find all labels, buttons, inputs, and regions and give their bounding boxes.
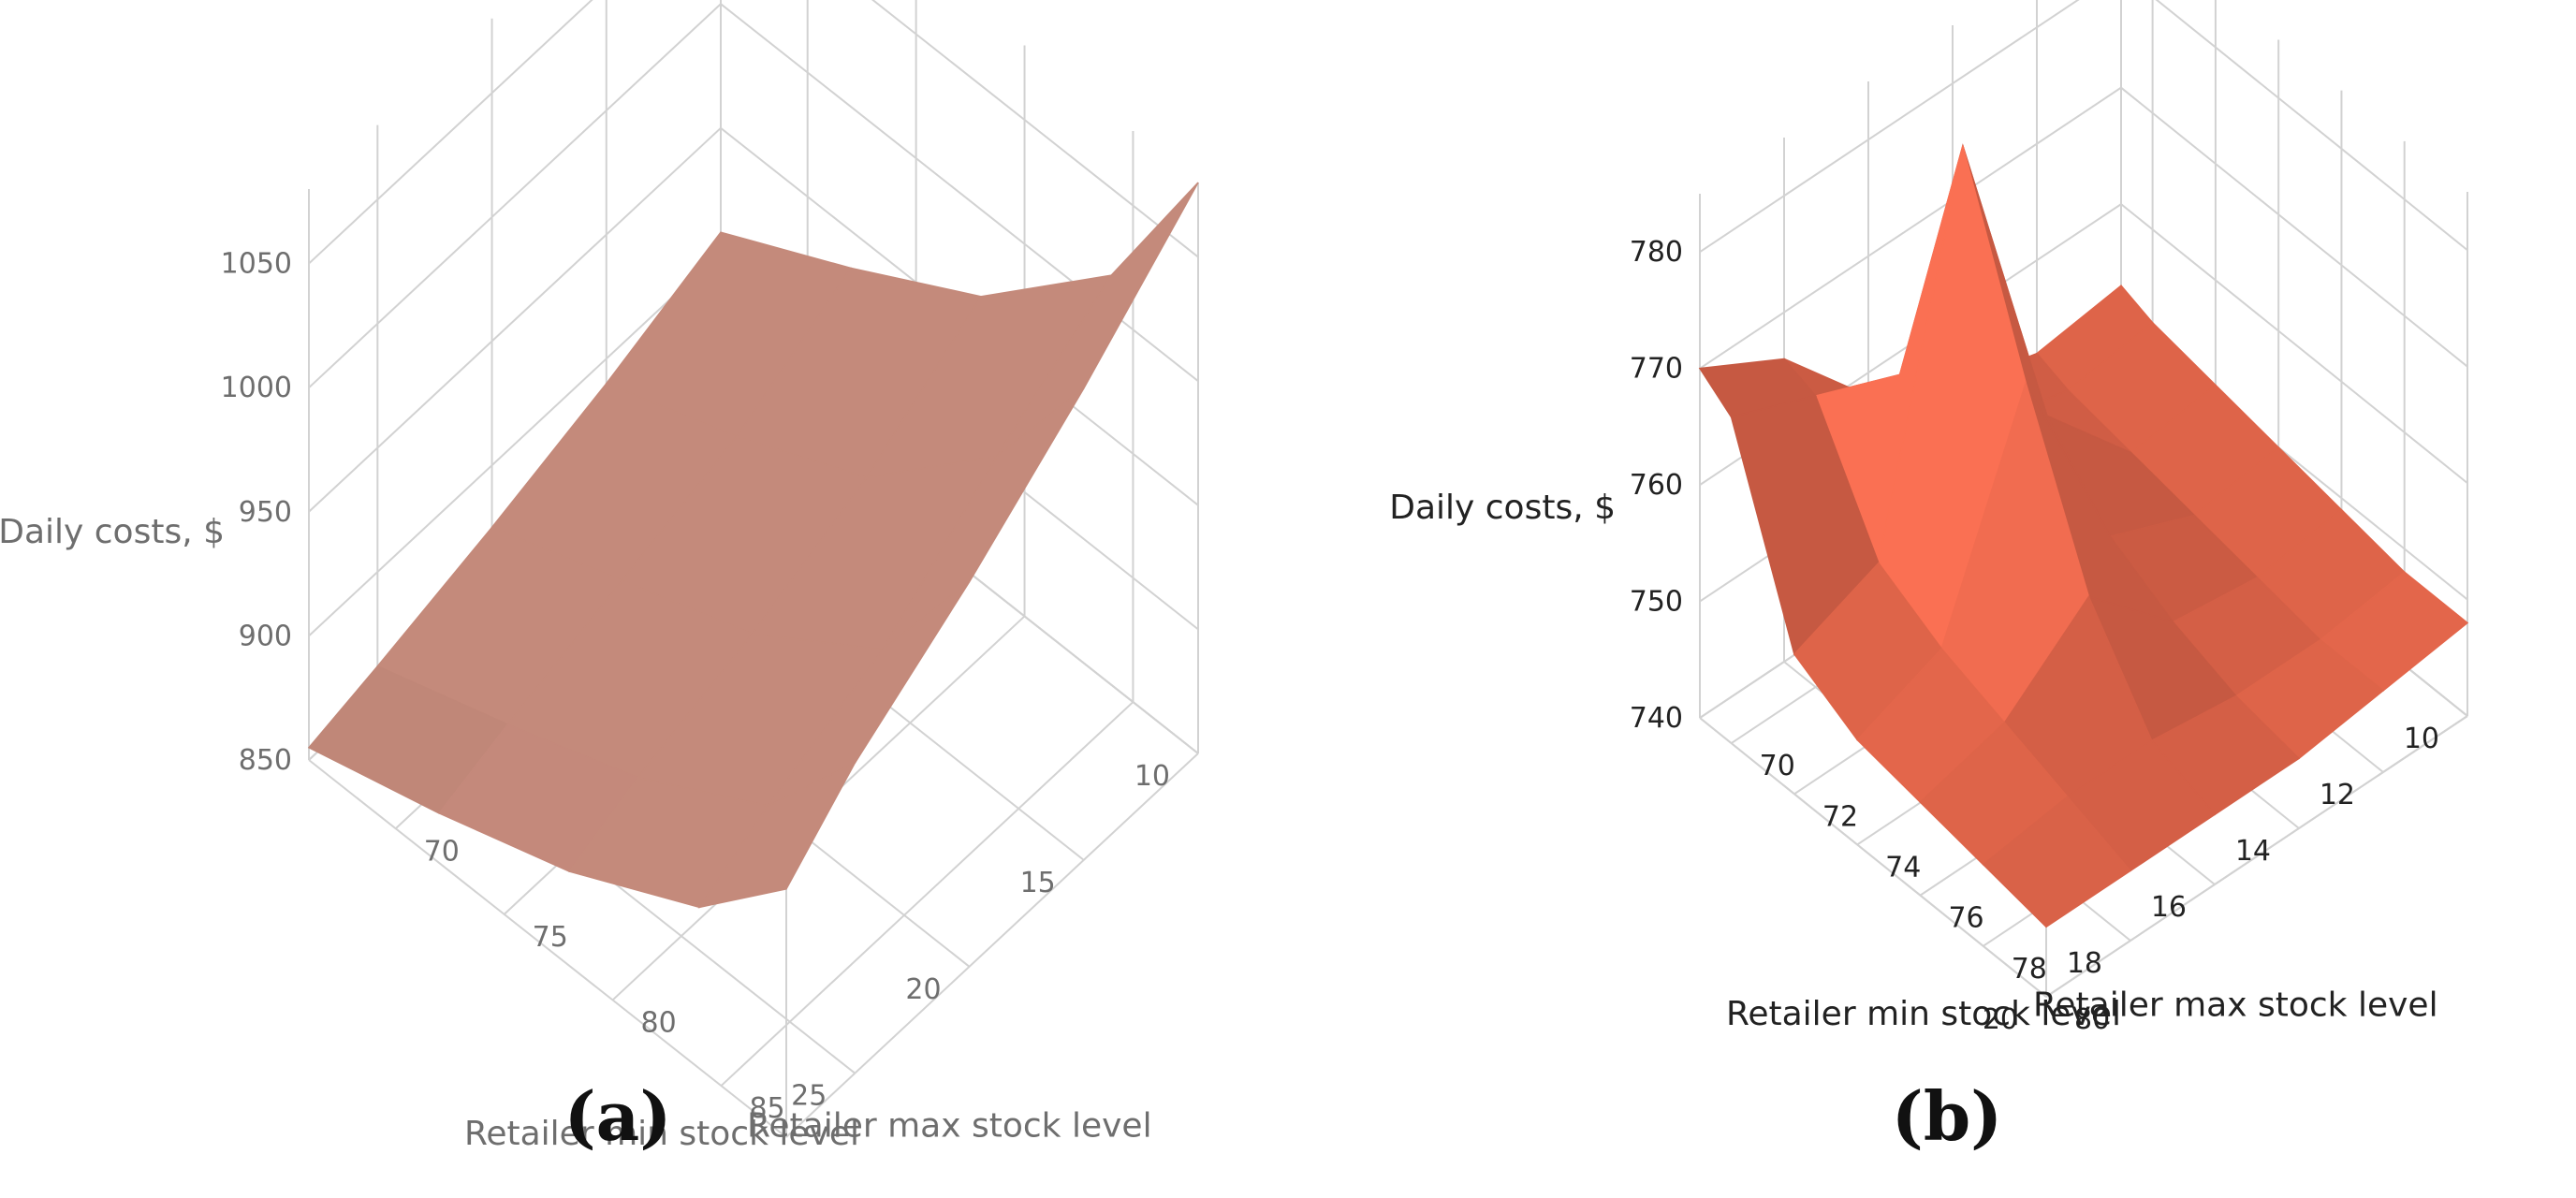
surface-plot-b: 740750760770780101214161820707274767880D… <box>1389 0 2469 1036</box>
z-tick-label: 950 <box>239 496 292 529</box>
x-tick-label: 20 <box>905 973 941 1006</box>
z-tick-label: 760 <box>1630 469 1683 502</box>
y-tick-label: 85 <box>749 1092 784 1125</box>
x-axis-title: Retailer min stock level <box>464 1115 859 1153</box>
tick-labels-b: 740 750 760 770 780 10 12 14 16 18 20 70 72 74 76 78 80 <box>1630 236 2439 1036</box>
x-tick-label: 10 <box>2404 723 2439 755</box>
x-tick-label: 12 <box>2320 779 2355 811</box>
x-axis-title: Retailer min stock level <box>1726 995 2121 1033</box>
caption-b: (b) <box>1891 1076 2003 1156</box>
axis-titles-b: Daily costs, $ Retailer min stock levelRe… <box>1389 489 2437 1033</box>
y-floor-gridline <box>720 701 1134 1087</box>
x-tick-label: 25 <box>791 1080 827 1113</box>
z-tick-label: 770 <box>1630 353 1683 386</box>
y-tick-label: 78 <box>2012 953 2047 986</box>
box-edge <box>1699 717 2047 998</box>
surface-patch <box>1982 796 2132 928</box>
y-tick-label: 74 <box>1885 851 1921 884</box>
x-tick-label: 20 <box>1983 1003 2018 1036</box>
z-axis-title: Daily costs, $ <box>0 513 225 551</box>
axis-titles-a: Daily costs, $ Retailer min stock levelRe… <box>0 513 1152 1153</box>
z-tick-label: 850 <box>239 744 292 777</box>
x-tick-label: 14 <box>2235 835 2271 868</box>
y-tick-label: 76 <box>1948 902 1983 935</box>
tick-labels-a: 850 900 950 1000 1050 10 15 20 25 70 75 80 85 <box>221 248 1170 1125</box>
y-tick-label: 75 <box>533 921 568 954</box>
x-tick-label: 16 <box>2151 891 2187 924</box>
y-tick-label: 80 <box>641 1006 677 1039</box>
surface-patch <box>697 761 857 909</box>
surface-a <box>307 182 1199 909</box>
y-axis-title: Retailer max stock level <box>2033 986 2438 1024</box>
z-tick-label: 740 <box>1630 702 1683 735</box>
z-tick-label: 750 <box>1630 586 1683 619</box>
x-tick-label: 10 <box>1134 760 1170 793</box>
y-tick-label: 72 <box>1822 800 1858 833</box>
z-gridline <box>1699 0 2468 254</box>
y-tick-label: 70 <box>1760 750 1795 782</box>
y-tick-label: 80 <box>2074 1003 2110 1036</box>
y-tick-label: 70 <box>424 835 460 868</box>
caption-a: (a) <box>564 1076 672 1156</box>
box-edge <box>308 759 787 1138</box>
x-tick-label: 15 <box>1020 867 1056 899</box>
z-tick-label: 1050 <box>221 248 292 281</box>
box-edge <box>2045 715 2468 998</box>
surface-b <box>1698 143 2469 928</box>
z-axis-title: Daily costs, $ <box>1389 489 1616 527</box>
x-tick-label: 18 <box>2067 947 2102 980</box>
z-tick-label: 900 <box>239 620 292 652</box>
box-edge <box>785 752 1199 1138</box>
z-gridline <box>308 0 1199 265</box>
y-axis-title: Retailer max stock level <box>747 1106 1152 1145</box>
z-tick-label: 1000 <box>221 372 292 404</box>
z-tick-label: 780 <box>1630 236 1683 269</box>
